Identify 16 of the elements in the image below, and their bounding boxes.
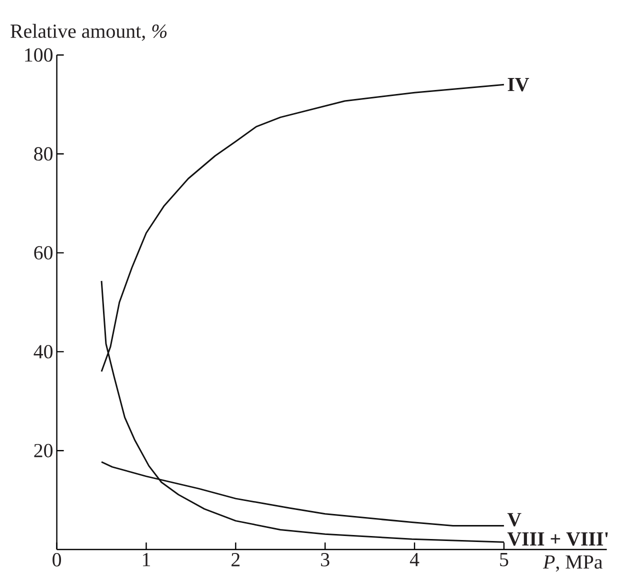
x-tick-label: 0 [52, 553, 62, 566]
y-tick-label: 100 [25, 48, 53, 62]
series-label: V [507, 513, 522, 526]
x-axis-title: P, MPa [542, 556, 602, 572]
series-label: VIII + VIII' [507, 532, 608, 546]
x-tick-label: 1 [143, 553, 150, 566]
series-label: IV [508, 78, 530, 92]
x-tick-label: 4 [410, 553, 420, 566]
y-tick-label: 80 [34, 147, 53, 161]
x-tick-label: 5 [500, 553, 508, 566]
x-tick-label: 2 [232, 553, 240, 566]
y-tick-label: 60 [34, 246, 53, 260]
y-tick-label: 40 [34, 344, 53, 358]
x-tick-label: 3 [321, 553, 330, 566]
y-axis-title: Relative amount, % [10, 24, 167, 41]
y-tick-label: 20 [34, 444, 53, 458]
